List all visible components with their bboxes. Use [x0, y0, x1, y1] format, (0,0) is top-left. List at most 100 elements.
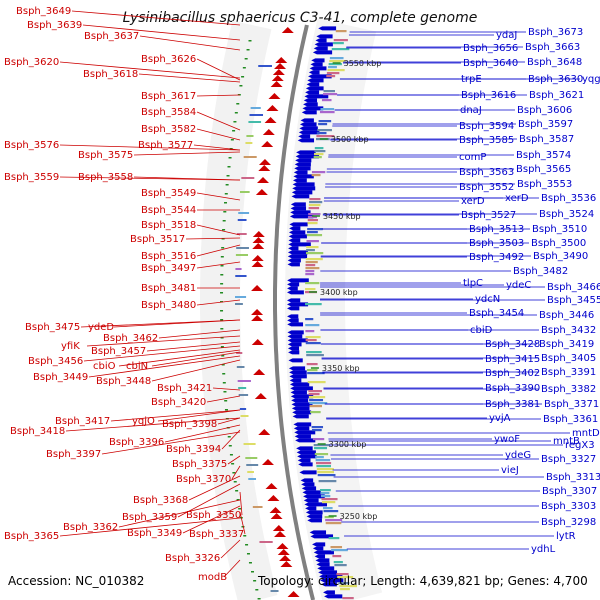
reverse-gene-arrow [291, 398, 309, 403]
reverse-gene-arrow [314, 554, 326, 559]
gene-label-forward: Bsph_3649 [16, 6, 71, 17]
gene-label-forward: Bsph_3544 [141, 205, 196, 216]
gene-label-reverse: Bsph_3597 [518, 119, 573, 130]
forward-gene-arrow [264, 117, 277, 123]
gene-label-forward: yfiK [61, 341, 80, 352]
inner-block [246, 464, 259, 466]
gene-label-forward: Bsph_3337 [189, 529, 244, 540]
forward-gene-arrow [275, 57, 288, 63]
gene-label-reverse: Bsph_3405 [541, 353, 596, 364]
genes-label: Genes: [507, 574, 550, 588]
forward-gene-arrow [280, 561, 293, 567]
tick-mark [243, 535, 247, 537]
reverse-gene-arrow [287, 318, 299, 323]
gene-label-reverse: Bsph_3466 [547, 282, 600, 293]
reverse-gene-arrow [312, 50, 333, 55]
label-connector-forward [196, 192, 241, 201]
gene-label-reverse: Bsph_3630 [528, 74, 583, 85]
reverse-gene-arrow [292, 410, 312, 415]
label-connector-forward [65, 417, 241, 432]
reverse-gene-arrow [312, 546, 324, 551]
gene-label-forward: Bsph_3396 [109, 437, 164, 448]
cog-block [315, 459, 331, 462]
gene-label-reverse: Bsph_3298 [541, 517, 596, 528]
cog-block [323, 510, 339, 513]
cog-block [336, 573, 349, 576]
cog-block [311, 171, 326, 174]
tick-mark [221, 364, 225, 366]
tick-mark [248, 40, 252, 42]
forward-gene-arrow [251, 315, 264, 321]
tick-mark [227, 436, 231, 438]
label-connector-forward [196, 94, 241, 97]
label-connector-forward [113, 319, 241, 328]
reverse-gene-arrow [287, 342, 302, 347]
reverse-gene-arrow [308, 74, 332, 79]
cog-block [316, 468, 334, 471]
label-connector-forward [206, 395, 241, 403]
reverse-gene-arrow [318, 570, 338, 575]
inner-block [248, 478, 257, 480]
gene-label-forward: Bsph_3582 [141, 124, 196, 135]
cog-block [324, 516, 334, 519]
reverse-gene-arrow [287, 306, 300, 311]
cog-block [305, 303, 322, 306]
reverse-gene-arrow [307, 518, 322, 523]
reverse-gene-arrow [287, 298, 301, 303]
cog-block [329, 60, 346, 63]
tick-mark [223, 391, 227, 393]
reverse-gene-arrow [300, 478, 314, 483]
cog-block [309, 405, 323, 408]
cog-block [305, 267, 320, 270]
gene-label-reverse: Bsph_3482 [513, 266, 568, 277]
gene-label-reverse: vieJ [501, 465, 519, 476]
label-connector-forward [239, 511, 246, 535]
reverse-gene-arrow [294, 434, 311, 439]
accession-value: NC_010382 [75, 574, 145, 588]
cog-block [309, 402, 328, 405]
inner-block [243, 443, 256, 445]
reverse-gene-arrow [292, 186, 316, 191]
cog-block [340, 588, 350, 591]
gene-label-forward: Bsph_3457 [91, 346, 146, 357]
gene-label-forward: Bsph_3359 [122, 512, 177, 523]
cog-block [342, 597, 354, 600]
label-connector-forward [196, 261, 241, 269]
reverse-gene-arrow [312, 542, 326, 547]
label-connector-forward [139, 35, 241, 51]
tick-mark [255, 589, 259, 591]
tick-mark [222, 382, 226, 384]
cog-block [307, 372, 325, 375]
reverse-gene-arrow [289, 374, 307, 379]
gene-label-forward: modB [198, 572, 227, 583]
forward-gene-arrow [257, 177, 270, 183]
cog-block [328, 66, 337, 69]
tick-mark [227, 166, 231, 168]
reverse-gene-arrow [316, 34, 333, 39]
gene-label-reverse: Bsph_3382 [541, 384, 596, 395]
forward-gene-arrow [266, 105, 279, 111]
gene-label-reverse: dnaJ [460, 105, 482, 116]
kbp-label: 3500 kbp [331, 135, 369, 144]
cog-block [314, 447, 328, 450]
gene-label-forward: Bsph_3576 [4, 140, 59, 151]
cog-block [313, 444, 331, 447]
cog-block [321, 498, 338, 501]
reverse-gene-arrow [287, 254, 308, 259]
reverse-gene-arrow [317, 566, 335, 571]
inner-block [238, 394, 249, 396]
cog-block [307, 222, 318, 225]
label-connector-forward [217, 417, 241, 425]
gene-label-reverse: Bsph_3454 [469, 308, 524, 319]
forward-gene-arrow [279, 555, 292, 561]
label-connector-forward [193, 144, 241, 151]
cog-block [318, 480, 337, 483]
tick-mark [235, 490, 239, 492]
reverse-gene-arrow [287, 278, 309, 283]
tick-mark [228, 157, 232, 159]
label-connector-forward [185, 237, 241, 240]
inner-block [235, 296, 247, 298]
forward-gene-arrow [261, 141, 274, 147]
reverse-gene-arrow [303, 494, 325, 499]
cog-block [311, 174, 321, 177]
